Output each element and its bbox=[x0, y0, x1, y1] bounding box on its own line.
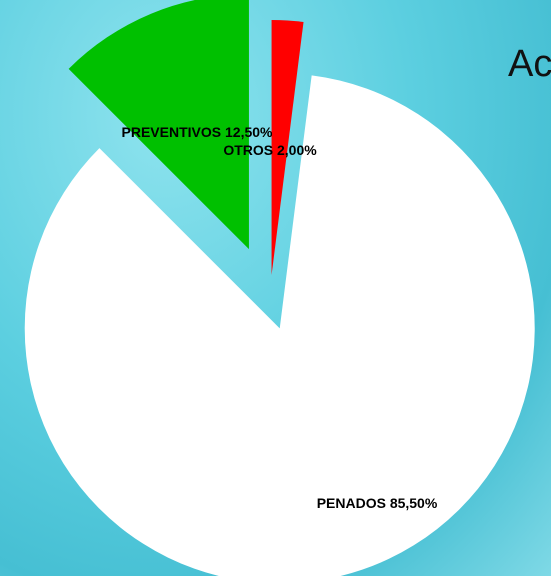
pie-slice bbox=[271, 20, 304, 276]
pie-slice bbox=[68, 0, 249, 250]
value-label: 12,50% bbox=[225, 124, 273, 140]
category-label: OTROS bbox=[223, 142, 273, 158]
slice-label: PREVENTIVOS 12,50% bbox=[122, 124, 274, 140]
slice-label: PENADOS 85,50% bbox=[317, 495, 438, 511]
slice-label: OTROS 2,00% bbox=[223, 142, 317, 158]
value-label: 2,00% bbox=[277, 142, 317, 158]
pie-slice bbox=[24, 75, 535, 576]
value-label: 85,50% bbox=[390, 495, 438, 511]
chart-title: Ac bbox=[508, 43, 551, 85]
category-label: PREVENTIVOS bbox=[122, 124, 222, 140]
category-label: PENADOS bbox=[317, 495, 386, 511]
